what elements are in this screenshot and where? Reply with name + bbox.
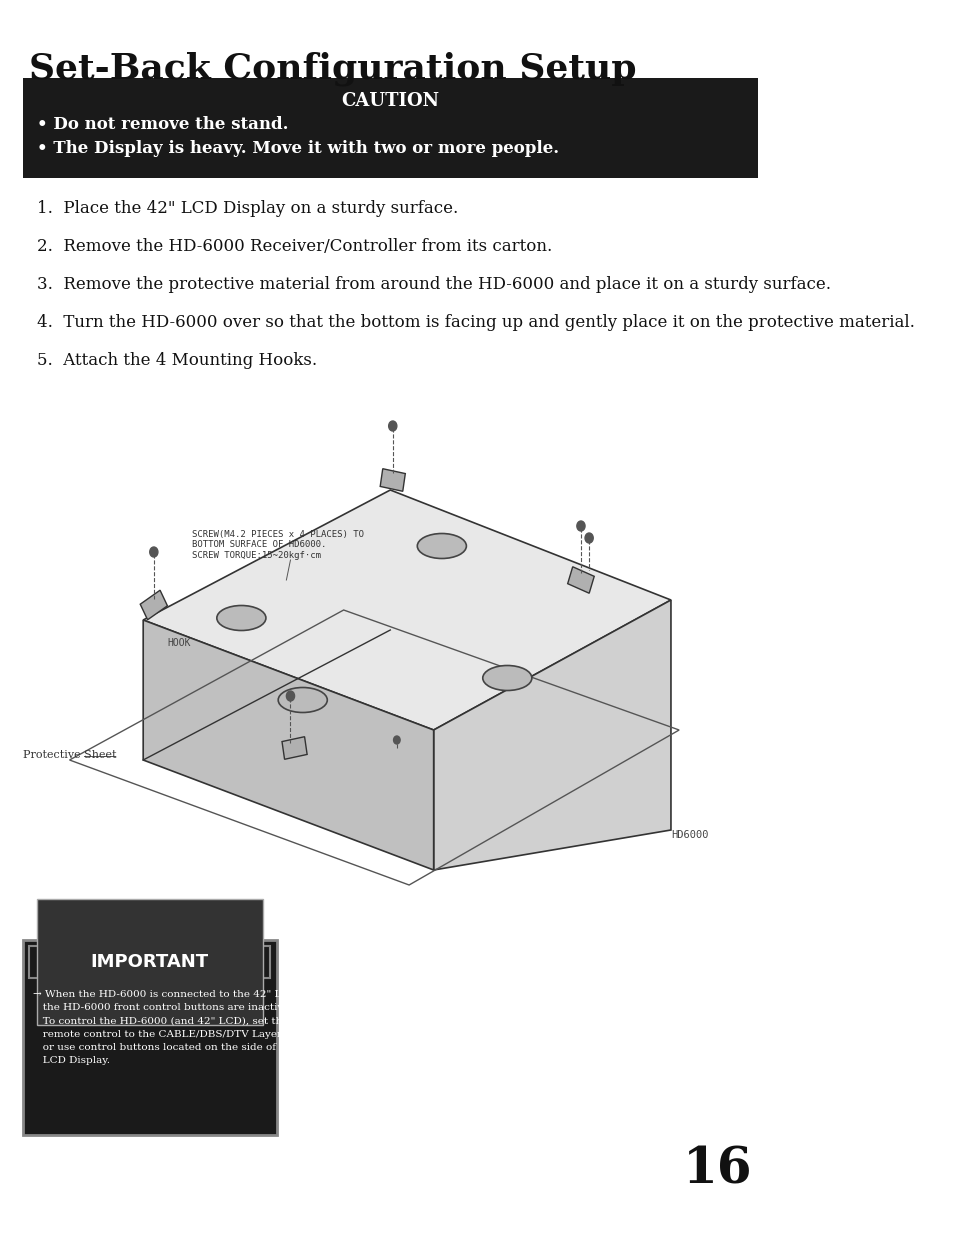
Text: → When the HD-6000 is connected to the 42" LCD,
   the HD-6000 front control but: → When the HD-6000 is connected to the 4… — [32, 990, 300, 1065]
Polygon shape — [143, 620, 434, 869]
Polygon shape — [434, 600, 670, 869]
Circle shape — [577, 521, 584, 531]
Ellipse shape — [216, 605, 266, 631]
Text: 4.  Turn the HD-6000 over so that the bottom is facing up and gently place it on: 4. Turn the HD-6000 over so that the bot… — [37, 314, 914, 331]
Ellipse shape — [278, 688, 327, 713]
Text: 16: 16 — [682, 1146, 752, 1195]
Ellipse shape — [416, 534, 466, 558]
Text: 2.  Remove the HD-6000 Receiver/Controller from its carton.: 2. Remove the HD-6000 Receiver/Controlle… — [37, 238, 552, 254]
Text: • Do not remove the stand.: • Do not remove the stand. — [37, 116, 288, 133]
Polygon shape — [282, 737, 307, 760]
FancyBboxPatch shape — [23, 78, 757, 178]
Text: IMPORTANT: IMPORTANT — [91, 953, 209, 971]
Circle shape — [394, 736, 399, 743]
Ellipse shape — [482, 666, 532, 690]
Circle shape — [584, 534, 593, 543]
FancyBboxPatch shape — [23, 940, 276, 1135]
Circle shape — [286, 692, 294, 701]
Text: SCREW(M4.2 PIECES x 4 PLACES) TO
BOTTOM SURFACE OF HD6000.
SCREW TORQUE:15~20kgf: SCREW(M4.2 PIECES x 4 PLACES) TO BOTTOM … — [193, 530, 364, 559]
FancyBboxPatch shape — [30, 946, 270, 978]
Circle shape — [388, 421, 396, 431]
Polygon shape — [380, 469, 405, 492]
Polygon shape — [567, 567, 594, 593]
Text: 5.  Attach the 4 Mounting Hooks.: 5. Attach the 4 Mounting Hooks. — [37, 352, 316, 369]
Text: Protective Sheet: Protective Sheet — [23, 750, 116, 760]
Polygon shape — [140, 590, 168, 620]
Polygon shape — [143, 490, 670, 730]
Circle shape — [150, 547, 158, 557]
Text: • The Display is heavy. Move it with two or more people.: • The Display is heavy. Move it with two… — [37, 140, 558, 157]
Text: CAUTION: CAUTION — [341, 91, 439, 110]
Text: HD6000: HD6000 — [670, 830, 708, 840]
Text: Set-Back Configuration Setup: Set-Back Configuration Setup — [29, 52, 636, 86]
Text: 1.  Place the 42" LCD Display on a sturdy surface.: 1. Place the 42" LCD Display on a sturdy… — [37, 200, 457, 217]
Text: 3.  Remove the protective material from around the HD-6000 and place it on a stu: 3. Remove the protective material from a… — [37, 275, 830, 293]
Text: HOOK: HOOK — [168, 638, 191, 648]
